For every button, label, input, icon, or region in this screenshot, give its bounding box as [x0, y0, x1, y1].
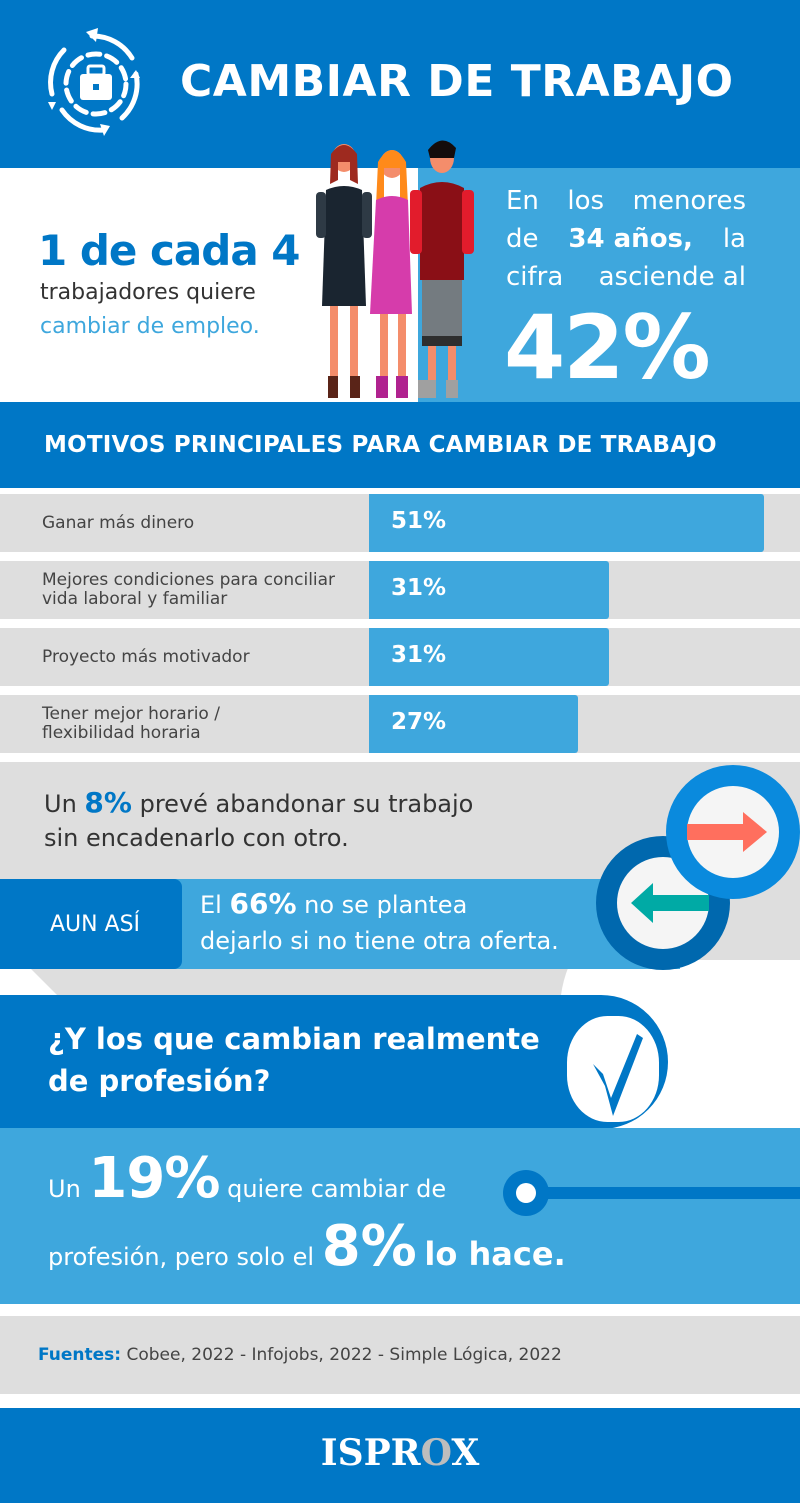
arrow-left-icon — [631, 883, 709, 923]
text-fragment: En — [506, 186, 539, 216]
abandon-percentage: 8% — [84, 786, 132, 819]
profession-statement-line2: profesión, pero solo el 8% lo hace. — [48, 1214, 566, 1279]
text-fragment: Un — [44, 790, 77, 818]
motive-bar: 27% — [369, 695, 578, 753]
motive-percentage: 31% — [391, 642, 447, 668]
text-fragment: quiere cambiar de — [227, 1175, 447, 1203]
sources-label: Fuentes: — [38, 1345, 122, 1365]
title-line: de profesión? — [48, 1064, 271, 1098]
motive-label: Tener mejor horario / flexibilidad horar… — [42, 704, 220, 743]
age-highlight: 34 años, — [568, 224, 693, 254]
motive-row: Proyecto más motivador 31% — [0, 628, 800, 686]
arrow-right-icon — [687, 812, 767, 852]
logo-o-check: O — [420, 1432, 452, 1474]
profession-statement-line1: Un 19% quiere cambiar de — [48, 1146, 446, 1211]
motive-label: Proyecto más motivador — [42, 647, 250, 667]
intro-left-panel — [0, 168, 340, 402]
title-line: ¿Y los que cambian realmente — [48, 1022, 540, 1056]
footer — [0, 1408, 800, 1503]
checkmark-badge — [567, 1016, 659, 1122]
text-fragment: Un — [48, 1175, 81, 1203]
profession-header — [0, 995, 668, 1129]
motive-row: Mejores condiciones para conciliar vida … — [0, 561, 800, 619]
decorative-slider-knob — [503, 1170, 549, 1216]
sixtysix-statement: El 66% no se plantea dejarlo si no tiene… — [200, 886, 559, 959]
briefcase-cycle-icon — [48, 28, 140, 136]
motives-title: MOTIVOS PRINCIPALES PARA CAMBIAR DE TRAB… — [44, 432, 717, 458]
motive-percentage: 27% — [391, 709, 447, 735]
motives-header — [0, 402, 800, 488]
text-fragment: asciende al — [598, 262, 746, 292]
header-banner — [0, 0, 800, 168]
decorative-slider-track — [540, 1187, 800, 1199]
sources-text: Fuentes: Cobee, 2022 - Infojobs, 2022 - … — [38, 1345, 562, 1365]
under-34-statement: En los menores de 34 años, la cifra asci… — [506, 182, 746, 296]
text-fragment: los — [567, 186, 605, 216]
isprox-logo: ISPROX — [0, 1432, 800, 1474]
three-young-people-illustration — [316, 140, 474, 398]
motive-bar: 31% — [369, 628, 609, 686]
text-fragment: la — [722, 224, 746, 254]
text-fragment: prevé abandonar su trabajo — [139, 790, 474, 818]
checkmark-icon — [593, 1034, 643, 1116]
motive-row: Ganar más dinero 51% — [0, 494, 800, 552]
abandon-statement: Un 8% prevé abandonar su trabajo sin enc… — [44, 786, 473, 855]
aun-asi-tag: AUN ASÍ — [0, 879, 182, 969]
text-fragment: no se plantea — [304, 891, 468, 919]
sixtysix-percentage: 66% — [229, 887, 297, 920]
big-percentage-42: 42% — [504, 296, 711, 399]
motive-bar: 31% — [369, 561, 609, 619]
motive-percentage: 51% — [391, 508, 447, 534]
actually-change-percentage: 8% — [321, 1214, 417, 1279]
text-fragment: de — [506, 224, 539, 254]
profession-title: ¿Y los que cambian realmente de profesió… — [48, 1018, 540, 1102]
text-fragment: El — [200, 891, 222, 919]
text-fragment: cifra — [506, 262, 564, 292]
text-fragment: sin encadenarlo con otro. — [44, 824, 349, 852]
motive-row: Tener mejor horario / flexibilidad horar… — [0, 695, 800, 753]
one-in-four-headline: 1 de cada 4 — [38, 226, 301, 275]
logo-text: ISPR — [320, 1432, 421, 1474]
motive-label: Ganar más dinero — [42, 513, 195, 533]
page-title: CAMBIAR DE TRABAJO — [180, 56, 734, 107]
profession-body — [0, 1128, 800, 1304]
sources-bar — [0, 1316, 800, 1394]
text-fragment: profesión, pero solo el — [48, 1243, 315, 1271]
motive-percentage: 31% — [391, 575, 447, 601]
intro-right-panel — [418, 168, 800, 402]
text-fragment: menores — [632, 186, 746, 216]
text-fragment: lo hace. — [424, 1235, 566, 1273]
logo-text: X — [451, 1432, 480, 1474]
arrow-right-badge — [666, 765, 800, 899]
sources-list: Cobee, 2022 - Infojobs, 2022 - Simple Ló… — [126, 1345, 562, 1365]
one-in-four-highlight: cambiar de empleo. — [40, 314, 260, 339]
text-fragment: dejarlo si no tiene otra oferta. — [200, 927, 559, 955]
motive-bar: 51% — [369, 494, 764, 552]
want-change-percentage: 19% — [88, 1146, 220, 1211]
motive-label: Mejores condiciones para conciliar vida … — [42, 570, 336, 609]
one-in-four-subtext: trabajadores quiere — [40, 280, 256, 305]
